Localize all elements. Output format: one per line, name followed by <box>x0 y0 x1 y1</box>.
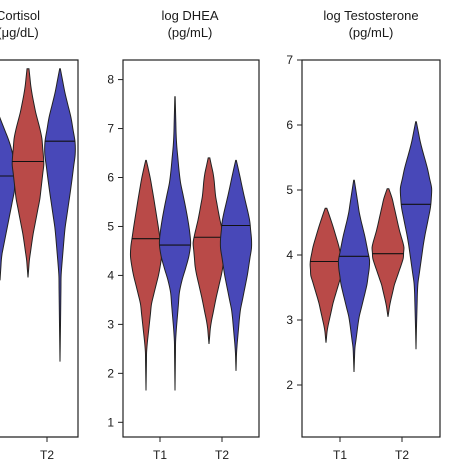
ytick-label: 6 <box>107 171 114 185</box>
panel-frame-dhea <box>122 59 260 438</box>
ytick-label: 3 <box>107 317 114 331</box>
panel-title-dhea: log DHEA <box>161 8 218 23</box>
violin-t2-blue <box>399 121 433 350</box>
violins-dhea <box>129 96 253 391</box>
panel-dhea: log DHEA (pg/mL) 1 2 3 4 5 6 7 8 T1 T2 <box>107 8 260 462</box>
violin-t2-red <box>371 188 405 317</box>
ytick-label: 2 <box>286 378 293 392</box>
violin-t1-blue <box>158 96 192 391</box>
violin-t1-red <box>129 159 163 391</box>
yaxis-ticks-testosterone: 2 3 4 5 6 7 <box>286 53 302 392</box>
violin-t2-blue <box>44 68 76 362</box>
violin-t2-red <box>192 157 226 345</box>
ytick-label: 4 <box>286 248 293 262</box>
ytick-label: 7 <box>107 122 114 136</box>
xtick-label-t1-dhea: T1 <box>153 448 167 462</box>
ytick-label: 6 <box>286 118 293 132</box>
panel-cortisol: Cortisol (μg/dL) T2 <box>0 8 79 462</box>
ytick-label: 5 <box>107 219 114 233</box>
ytick-label: 5 <box>286 183 293 197</box>
yaxis-ticks-dhea: 1 2 3 4 5 6 7 8 <box>107 73 123 429</box>
xtick-label-t2-dhea: T2 <box>215 448 229 462</box>
panel-testosterone: log Testosterone (pg/mL) 2 3 4 5 6 7 T1 T2 <box>286 8 441 462</box>
panel-subtitle-dhea: (pg/mL) <box>168 25 213 40</box>
violin-t1-red <box>309 207 343 343</box>
violins-testosterone <box>309 121 433 373</box>
ytick-label: 3 <box>286 313 293 327</box>
ytick-label: 8 <box>107 73 114 87</box>
ytick-label: 7 <box>286 53 293 67</box>
panel-title-cortisol: Cortisol <box>0 8 40 23</box>
violin-t1-blue <box>337 179 371 373</box>
panel-subtitle-testosterone: (pg/mL) <box>349 25 394 40</box>
violin-t2-blue <box>219 159 253 371</box>
panel-frame-cortisol <box>0 59 79 438</box>
panel-subtitle-cortisol: (μg/dL) <box>0 25 39 40</box>
xtick-label-t2-cortisol: T2 <box>40 448 54 462</box>
panel-frame-testosterone <box>301 59 441 438</box>
ytick-label: 4 <box>107 268 114 282</box>
panel-title-testosterone: log Testosterone <box>323 8 418 23</box>
xtick-label-t2-testosterone: T2 <box>395 448 409 462</box>
ytick-label: 2 <box>107 366 114 380</box>
xtick-label-t1-testosterone: T1 <box>333 448 347 462</box>
ytick-label: 1 <box>107 415 114 429</box>
violin-t2-red <box>11 68 45 278</box>
violin-t1-blue <box>0 116 17 281</box>
violins-cortisol <box>0 68 76 362</box>
